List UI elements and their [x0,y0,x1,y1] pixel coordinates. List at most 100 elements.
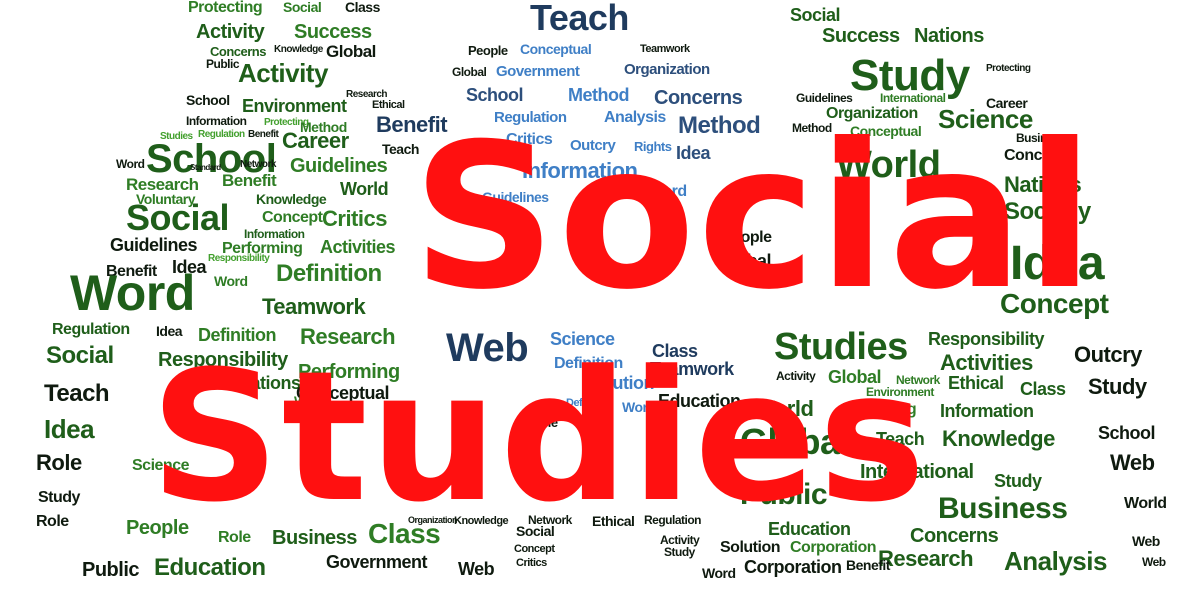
cloud-word: Study [850,51,970,100]
cloud-word: Web [1110,450,1155,475]
cloud-word: School [146,137,277,181]
cloud-word: Success [822,25,900,47]
cloud-word: Science [132,457,189,474]
cloud-word: Definition [198,325,277,345]
cloud-word: Teamwork [650,359,734,379]
cloud-word: Class [652,341,698,361]
cloud-word: Concept [1004,147,1065,164]
cloud-word: Ethical [372,99,405,111]
cloud-word: Class [1020,379,1066,399]
cloud-word: Critics [516,557,547,569]
cloud-word: Definition [566,397,612,409]
cloud-word: Regulation [198,129,245,140]
cloud-word: Network [240,159,276,170]
cloud-word: Career [282,128,349,153]
cloud-word: Responsibility [158,349,288,371]
cloud-word: Critics [506,131,553,148]
cloud-word: Environment [242,96,347,116]
cloud-word: Activities [940,350,1033,375]
cloud-word: Voluntary [136,191,196,207]
cloud-word: Global [326,42,376,61]
cloud-word: Public [740,478,828,511]
cloud-word: Conceptual [850,123,922,139]
cloud-word: Knowledge [454,515,509,527]
cloud-word: Activity [196,21,265,43]
cloud-word: World [836,144,941,186]
cloud-word: Role [36,450,82,475]
cloud-word: People [468,43,508,58]
cloud-word: Knowledge [274,44,323,55]
cloud-word: International [860,461,974,483]
cloud-word: Critics [322,206,387,231]
cloud-word: Teamwork [262,294,366,319]
cloud-word: Standard [190,163,221,172]
cloud-word: Teach [382,141,419,157]
cloud-word: Study [994,471,1042,491]
cloud-word: Rights [634,139,672,154]
cloud-word: Information [244,227,305,241]
cloud-word: Word [702,565,736,581]
cloud-word: Regulation [52,321,130,338]
cloud-word: Guidelines [796,91,853,105]
cloud-word: Method [678,112,761,139]
cloud-word: Nations [914,25,984,47]
cloud-word: Solution [586,373,654,393]
cloud-word: Web [446,326,529,370]
cloud-word: People [722,229,772,246]
cloud-word: Analysis [604,109,666,126]
cloud-word: World [754,396,814,421]
cloud-word: Protecting [986,63,1031,74]
cloud-word: Concerns [910,525,999,547]
cloud-word: Global [452,65,487,79]
cloud-word: Corporation [744,557,842,577]
cloud-word: Public [82,559,140,581]
cloud-word: Social [516,523,555,539]
cloud-word: Benefit [222,171,277,190]
cloud-word: Studies [774,326,908,368]
cloud-word: Knowledge [256,191,327,207]
cloud-word: Word [116,157,145,171]
cloud-word: Web [458,559,495,579]
cloud-word: Social [790,5,841,25]
cloud-word: Guidelines [290,155,388,177]
cloud-word: Research [346,89,388,100]
cloud-word: Protecting [188,0,263,16]
cloud-word: Study [38,489,80,506]
cloud-word: Concept [262,209,323,226]
cloud-word: Organization [826,105,918,122]
cloud-word: Guidelines [110,235,198,255]
cloud-word: Concerns [210,44,266,59]
cloud-word: Information [940,401,1034,421]
cloud-word: Conceptual [520,41,592,57]
cloud-word: Analysis [1004,546,1107,576]
cloud-word: Role [218,529,251,546]
cloud-word: Science [938,104,1033,134]
cloud-word: Environment [866,385,934,399]
cloud-word: Government [326,552,428,572]
cloud-word: Role [36,513,69,530]
cloud-word: Outcry [1074,342,1142,367]
cloud-word: Word [70,265,195,321]
cloud-word: Research [300,324,396,349]
cloud-word: Teach [44,380,110,407]
cloud-word: Research [878,546,974,571]
cloud-word: Idea [44,414,95,444]
cloud-word: Knowledge [942,426,1055,451]
cloud-word: Outcry [570,137,616,154]
cloud-word: Concerns [654,87,743,109]
cloud-word: World [1124,495,1167,512]
cloud-word: Teach [876,429,925,449]
cloud-word: Career [986,95,1028,111]
cloud-word: Protecting [264,117,309,128]
cloud-word: People [518,415,558,430]
cloud-word: Regulation [494,109,567,126]
cloud-word: Public [206,57,240,71]
cloud-word: Conceptual [296,383,390,403]
cloud-word: Teamwork [640,43,690,55]
cloud-word: Business [938,492,1068,525]
cloud-word: Word [648,183,687,200]
cloud-word: Teach [530,0,629,38]
cloud-word: Information [186,114,247,128]
cloud-word: Class [368,518,441,549]
cloud-word: Organization [624,61,710,78]
